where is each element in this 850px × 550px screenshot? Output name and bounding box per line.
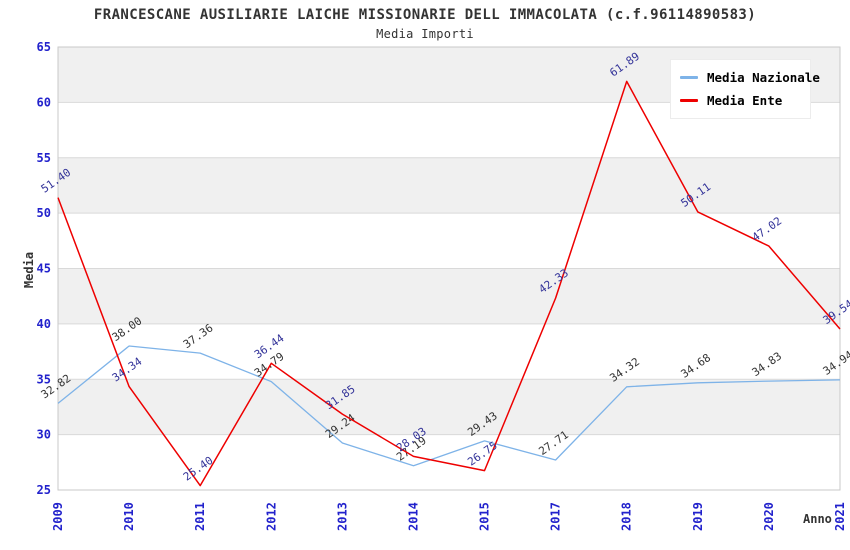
- x-tick-label: 2017: [549, 502, 563, 531]
- x-tick-label: 2011: [193, 502, 207, 531]
- y-axis-title: Media: [22, 251, 36, 289]
- y-tick-label: 35: [37, 372, 51, 386]
- x-tick-label: 2010: [122, 502, 136, 531]
- y-tick-label: 55: [37, 151, 51, 165]
- plot-band: [58, 379, 840, 435]
- x-tick-label: 2018: [620, 502, 634, 531]
- y-tick-label: 30: [37, 428, 51, 442]
- legend-label: Media Nazionale: [707, 70, 820, 85]
- y-tick-label: 50: [37, 206, 51, 220]
- plot-border: [57, 46, 841, 491]
- chart-subtitle: Media Importi: [376, 27, 474, 41]
- plot-band: [58, 268, 840, 324]
- y-tick-label: 60: [37, 95, 51, 109]
- line-swatch-icon: [680, 99, 698, 102]
- data-label: 37.36: [181, 321, 216, 351]
- data-label: 34.68: [679, 351, 714, 381]
- data-label: 26.75: [465, 439, 500, 469]
- x-tick-label: 2009: [51, 502, 65, 531]
- x-axis-title: Anno: [803, 512, 832, 526]
- chart-title: FRANCESCANE AUSILIARIE LAICHE MISSIONARI…: [93, 7, 757, 23]
- series-line-media-nazionale: [57, 345, 841, 467]
- line-swatch-icon: [680, 76, 698, 79]
- x-tick-label: 2020: [762, 502, 776, 531]
- x-tick-label: 2012: [264, 502, 278, 531]
- series-line-media-ente: [57, 80, 841, 487]
- legend-label: Media Ente: [707, 93, 783, 108]
- x-tick-label: 2021: [833, 502, 847, 531]
- plot-band: [58, 157, 840, 214]
- legend-item-media-nazionale[interactable]: Media Nazionale: [680, 70, 820, 85]
- data-label: 47.02: [750, 214, 785, 244]
- y-tick-label: 65: [37, 40, 51, 54]
- x-tick-label: 2015: [478, 502, 492, 531]
- data-label: 34.83: [750, 349, 785, 379]
- legend: Media Nazionale Media Ente: [670, 59, 820, 119]
- legend-item-media-ente[interactable]: Media Ente: [680, 93, 800, 108]
- x-tick-label: 2019: [691, 502, 705, 531]
- x-tick-label: 2014: [406, 502, 420, 531]
- data-label: 34.94: [821, 348, 850, 378]
- y-tick-label: 45: [37, 262, 51, 276]
- y-tick-label: 25: [37, 483, 51, 497]
- y-tick-label: 40: [37, 317, 51, 331]
- x-tick-label: 2013: [335, 502, 349, 531]
